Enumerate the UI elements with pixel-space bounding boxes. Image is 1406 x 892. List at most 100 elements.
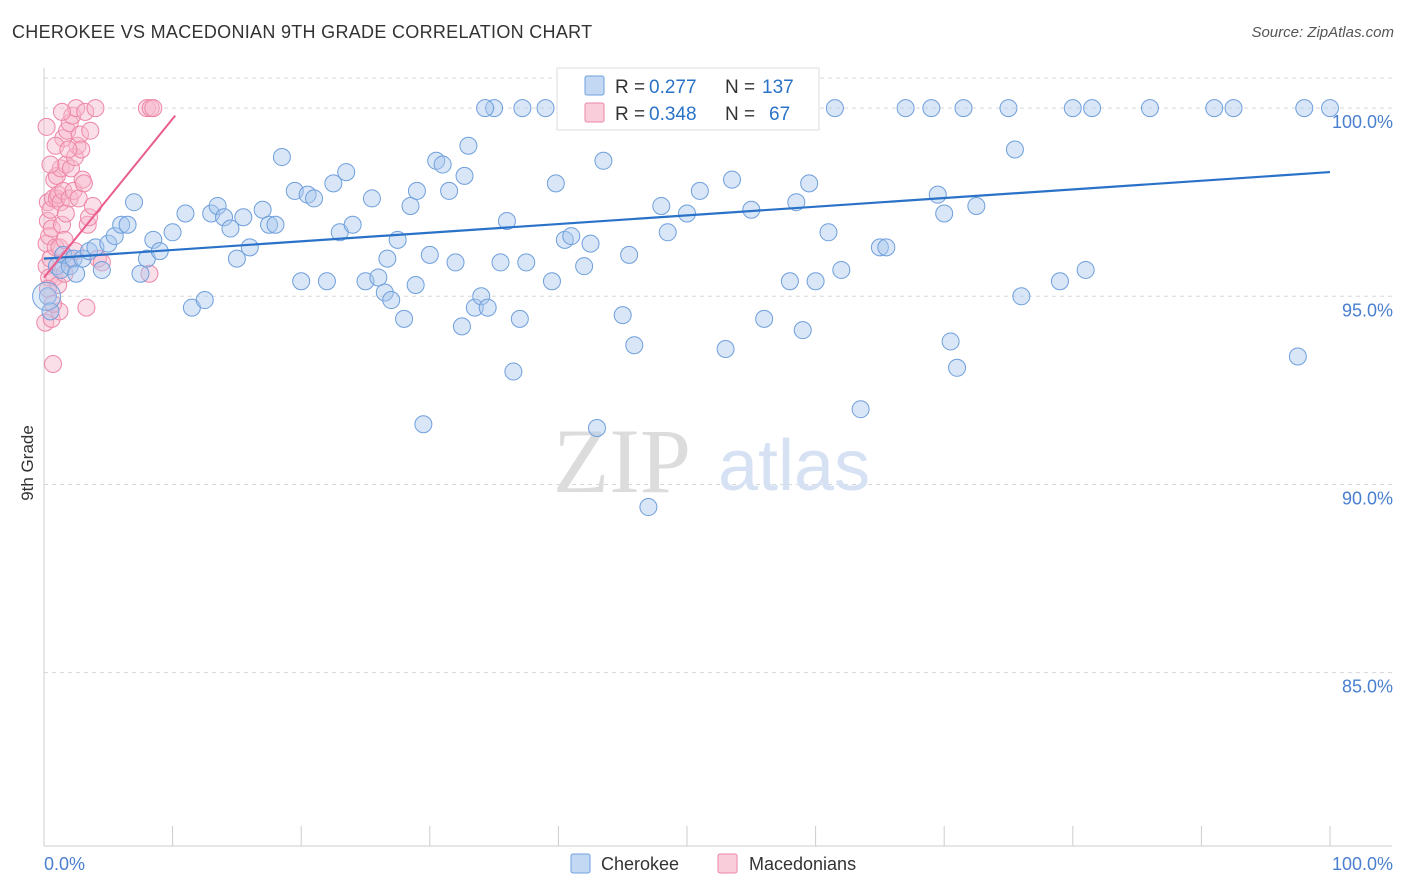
cherokee-point <box>825 99 844 118</box>
cherokee-point <box>420 245 439 264</box>
cherokee-point <box>575 257 594 276</box>
cherokee-point <box>658 223 677 242</box>
cherokee-point <box>793 321 812 340</box>
macedonian-point <box>51 193 70 212</box>
macedonian-point <box>41 200 60 219</box>
cherokee-n-label: N = <box>725 77 755 98</box>
macedonian-point <box>72 140 91 159</box>
cherokee-points <box>32 99 1339 517</box>
cherokee-point <box>317 272 336 291</box>
grid-lines <box>44 77 1392 674</box>
macedonian-point <box>74 174 93 193</box>
cherokee-point <box>433 155 452 174</box>
cherokee-point <box>896 99 915 118</box>
macedonian-point <box>37 117 56 136</box>
legend-cherokee-label: Cherokee <box>601 854 679 874</box>
macedonian-point <box>44 355 63 374</box>
cherokee-point <box>497 212 516 231</box>
macedonian-point <box>86 99 105 118</box>
cherokee-point <box>67 264 86 283</box>
cherokee-point <box>112 215 131 234</box>
cherokee-point <box>800 174 819 193</box>
macedonian-n-value: 67 <box>769 104 790 125</box>
cherokee-point <box>1063 99 1082 118</box>
cherokee-point <box>819 223 838 242</box>
cherokee-point <box>948 358 967 377</box>
cherokee-point <box>542 272 561 291</box>
cherokee-point <box>266 215 285 234</box>
watermark-atlas: atlas <box>718 426 870 506</box>
cherokee-point <box>954 99 973 118</box>
macedonian-point <box>81 121 100 140</box>
macedonian-point <box>46 238 65 257</box>
cherokee-point <box>234 208 253 227</box>
trendlines <box>43 115 1331 279</box>
cherokee-point <box>941 332 960 351</box>
cherokee-point <box>440 181 459 200</box>
cherokee-point <box>546 174 565 193</box>
cherokee-point <box>38 287 57 306</box>
macedonian-point <box>40 227 59 246</box>
cherokee-r-value: 0.277 <box>649 77 697 98</box>
cherokee-point <box>1321 99 1339 118</box>
legend-macedonian-swatch <box>717 853 738 874</box>
cherokee-point <box>851 400 870 419</box>
cherokee-point <box>51 260 70 279</box>
cherokee-point <box>639 498 658 517</box>
y-tick-label: 90.0% <box>1342 488 1393 508</box>
cherokee-point <box>41 302 60 321</box>
cherokee-point <box>780 272 799 291</box>
macedonian-r-label: R = <box>615 104 645 125</box>
macedonian-point <box>42 219 61 238</box>
cherokee-point <box>935 204 954 223</box>
cherokee-point <box>1005 140 1024 159</box>
cherokee-point <box>118 215 137 234</box>
chart-title: CHEROKEE VS MACEDONIAN 9TH GRADE CORRELA… <box>12 22 593 42</box>
cherokee-point <box>446 253 465 272</box>
cherokee-point <box>999 99 1018 118</box>
cherokee-point <box>510 309 529 328</box>
cherokee-point <box>723 170 742 189</box>
macedonian-point <box>62 159 81 178</box>
y-axis-label: 9th Grade <box>18 425 37 501</box>
macedonian-points <box>36 99 163 374</box>
cherokee-point <box>375 283 394 302</box>
macedonian-point <box>137 99 156 118</box>
cherokee-point <box>240 238 259 257</box>
cherokee-point <box>787 193 806 212</box>
macedonian-point <box>53 215 72 234</box>
macedonian-point <box>41 155 60 174</box>
cherokee-point <box>1076 260 1095 279</box>
watermark-zip: ZIP <box>553 410 691 512</box>
macedonian-point <box>59 140 78 159</box>
cherokee-point <box>369 268 388 287</box>
cherokee-point <box>1288 347 1307 366</box>
cherokee-point <box>125 193 144 212</box>
stats-legend: R = 0.277 N = 137 R = 0.348 N = 67 <box>556 67 820 131</box>
cherokee-point <box>1140 99 1159 118</box>
cherokee-point <box>292 272 311 291</box>
cherokee-point <box>870 238 889 257</box>
cherokee-point <box>452 317 471 336</box>
cherokee-point <box>1295 99 1314 118</box>
cherokee-point <box>99 234 118 253</box>
cherokee-point <box>832 260 851 279</box>
cherokee-point <box>221 219 240 238</box>
cherokee-point <box>195 291 214 310</box>
cherokee-point <box>176 204 195 223</box>
cherokee-swatch <box>584 75 605 96</box>
legend-macedonian-label: Macedonians <box>749 854 856 874</box>
cherokee-point <box>395 309 414 328</box>
cherokee-point <box>485 99 504 118</box>
cherokee-point <box>594 151 613 170</box>
cherokee-point <box>343 215 362 234</box>
macedonian-point <box>83 196 102 215</box>
axes <box>43 68 1392 847</box>
cherokee-point <box>459 136 478 155</box>
macedonian-point <box>56 204 75 223</box>
cherokee-point <box>755 309 774 328</box>
cherokee-point <box>877 238 896 257</box>
cherokee-point <box>716 339 735 358</box>
cherokee-point <box>587 419 606 438</box>
